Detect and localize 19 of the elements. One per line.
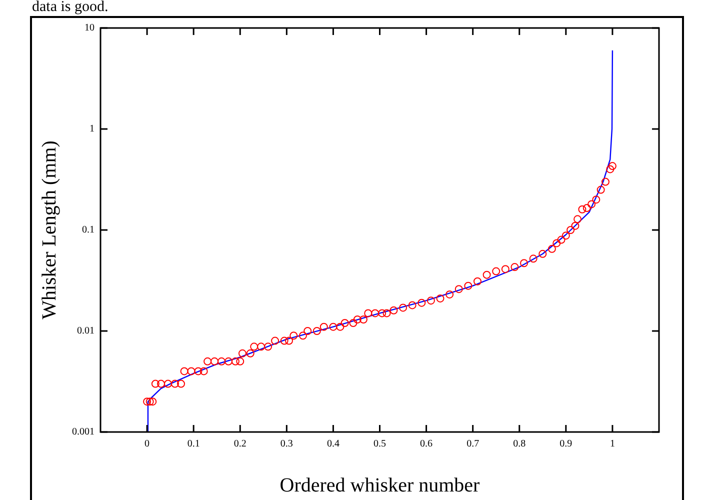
- y-tick-label: 0.001: [72, 426, 94, 438]
- x-tick-label: 0: [144, 438, 150, 450]
- x-axis-title: Ordered whisker number: [280, 474, 480, 496]
- text: data is good.: [32, 0, 108, 15]
- y-tick-label: 1: [90, 124, 94, 135]
- x-tick-label: 0.3: [280, 438, 293, 450]
- x-tick-label: 0.2: [234, 438, 246, 450]
- x-tick-label: 1: [610, 438, 615, 450]
- y-tick-label: 0.1: [82, 224, 94, 236]
- x-tick-label: 0.4: [326, 438, 340, 450]
- x-tick-label: 0.5: [374, 438, 386, 450]
- y-tick-label: 10: [84, 22, 94, 34]
- y-axis-title: Whisker Length (mm): [38, 140, 60, 320]
- x-tick-label: 0.1: [187, 438, 200, 450]
- x-tick-label: 0.7: [466, 438, 480, 450]
- y-tick-label: 0.01: [77, 326, 94, 337]
- x-tick-label: 0.8: [513, 438, 526, 450]
- x-tick-label: 0.6: [420, 438, 433, 450]
- x-tick-label: 0.9: [560, 438, 572, 450]
